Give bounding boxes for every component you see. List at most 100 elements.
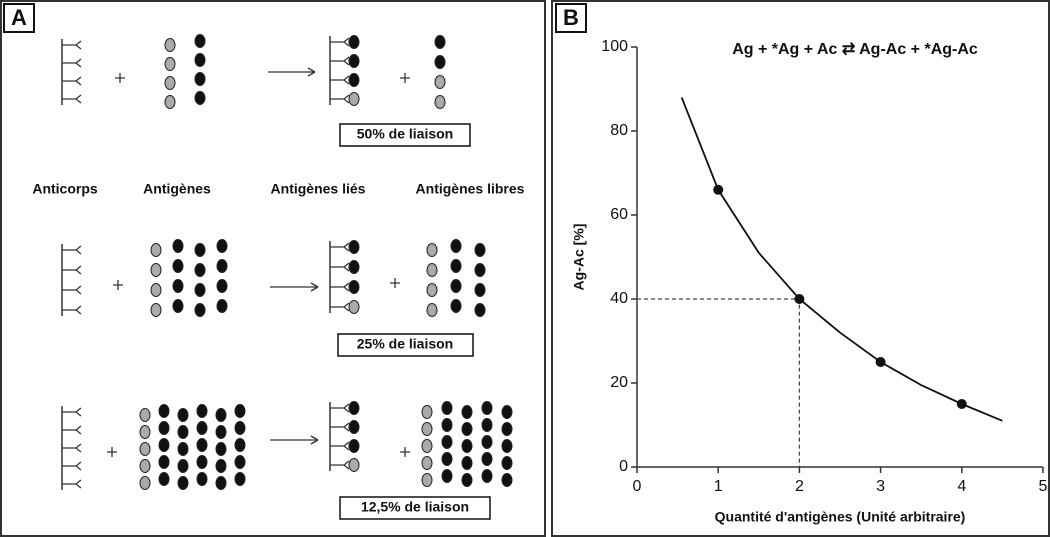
x-tick-label: 0 [633,478,642,495]
plus-sign [400,447,410,457]
antigen [348,35,360,49]
antigen [158,404,170,418]
antigen [461,405,473,419]
result-box [339,496,491,520]
antigen [234,438,246,452]
panel-b-frame [551,0,1050,537]
x-tick-label: 2 [795,478,804,495]
antigen [474,283,486,297]
x-axis-label: Quantité d'antigènes (Unité arbitraire) [715,509,966,525]
antigen [450,259,462,273]
antibody-arm [330,422,350,432]
y-tick-label: 40 [610,290,628,307]
panel-label: A [11,5,27,30]
antigen [441,418,453,432]
row-label: Antigènes [143,181,211,197]
antibody-arm [330,37,350,47]
antigen [434,55,446,69]
antibody-arm [330,56,350,66]
labelled-antigen [434,75,446,89]
antigen [194,263,206,277]
antigen [450,279,462,293]
antigen [461,473,473,487]
labelled-antigen [150,243,162,257]
row-label: Antigènes libres [416,181,525,197]
antibody-arm [62,76,82,86]
antibody-arm [330,75,350,85]
result-label: 25% de liaison [357,336,453,352]
antigen [215,408,227,422]
antibody-arm [62,58,82,68]
plus-sign [113,280,123,290]
labelled-antigen [150,303,162,317]
result-label: 12,5% de liaison [361,499,469,515]
antigen [194,34,206,48]
antigen [158,438,170,452]
arrow [268,67,316,77]
labelled-antigen [164,38,176,52]
data-point [956,399,967,409]
labelled-antigen [426,243,438,257]
antigen [196,438,208,452]
antigen [474,303,486,317]
antigen [194,91,206,105]
antigen [348,280,360,294]
antibody-arm [62,285,82,295]
antibody-arm [62,40,82,50]
plus-sign [390,278,400,288]
antigen [177,425,189,439]
x-tick-label: 3 [876,478,885,495]
antigen [461,439,473,453]
row-label: Anticorps [32,181,98,197]
row-label: Antigènes liés [271,181,366,197]
antigen [216,259,228,273]
arrow [270,435,319,445]
y-tick-label: 20 [610,374,628,391]
labelled-antigen [348,300,360,314]
antibody-arm [330,242,350,252]
antigen [481,452,493,466]
antigen [172,259,184,273]
antibody-arm [330,302,350,312]
antigen [172,299,184,313]
result-label: 50% de liaison [357,126,453,142]
antigen [481,469,493,483]
antigen [196,472,208,486]
antigen [177,459,189,473]
labelled-antigen [348,458,360,472]
antibody-arm [330,460,350,470]
antigen [215,425,227,439]
antigen [194,53,206,67]
antigen [441,452,453,466]
antigen [348,401,360,415]
antigen [501,422,513,436]
data-point [875,357,886,367]
fitted-curve [680,97,1003,422]
antigen [158,455,170,469]
labelled-antigen [421,405,433,419]
antigen [461,456,473,470]
panel-label: B [563,5,579,30]
x-tick-label: 4 [957,478,966,495]
antigen [196,404,208,418]
y-axis-label: Ag-Ac [%] [571,224,587,291]
antigen [172,279,184,293]
labelled-antigen [421,473,433,487]
antigen [441,401,453,415]
y-tick-label: 0 [619,458,628,475]
antigen [158,472,170,486]
antigen [441,435,453,449]
antigen [348,260,360,274]
labelled-antigen [139,408,151,422]
antigen [177,476,189,490]
labelled-antigen [139,459,151,473]
antibody-arm [62,425,82,435]
antibody-arm [62,245,82,255]
antigen [158,421,170,435]
labelled-antigen [426,263,438,277]
labelled-antigen [164,95,176,109]
antigen [481,401,493,415]
antigen [196,421,208,435]
panel-a-frame [0,0,546,537]
